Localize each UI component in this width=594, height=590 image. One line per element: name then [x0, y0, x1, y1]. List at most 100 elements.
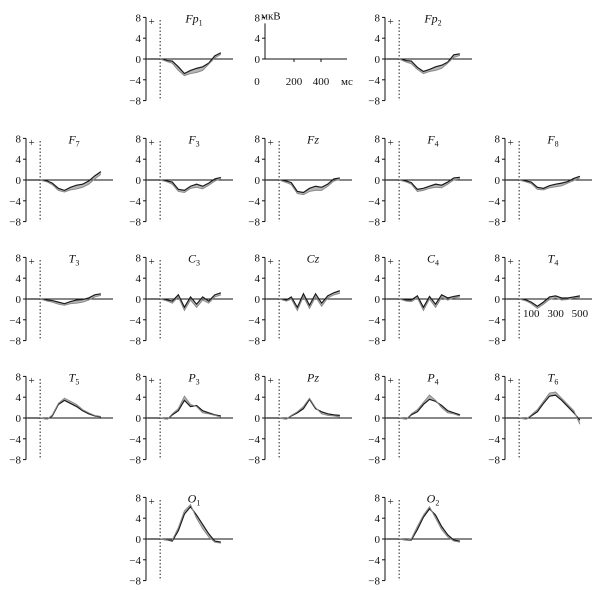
o1-title-subscript: 1	[196, 499, 200, 508]
o2-ytick-label: 4	[375, 513, 381, 525]
p4-ytick-label: −8	[368, 455, 380, 467]
p3-difference-area	[160, 396, 221, 420]
p3-series-1-line	[160, 399, 221, 420]
t5-ytick-label: 8	[16, 371, 22, 383]
f3-ytick-label: 4	[136, 154, 142, 166]
t3-difference-area	[40, 293, 101, 306]
fz-ytick-label: 0	[255, 175, 261, 187]
t5-title: T5	[69, 371, 80, 387]
t4-ytick-label: −8	[488, 336, 500, 348]
fp1-stimulus-marker: +	[149, 16, 155, 28]
cz-stimulus-marker: +	[268, 256, 274, 268]
fp1-ytick-label: −8	[129, 96, 141, 108]
f4-ytick-label: 4	[375, 154, 381, 166]
t5-stimulus-marker: +	[29, 375, 35, 387]
o1-title: O1	[188, 492, 201, 508]
fz-ytick-label: −4	[248, 196, 260, 208]
t6-stimulus-marker: +	[508, 375, 514, 387]
c4-ytick-label: 4	[375, 273, 381, 285]
c3-ytick-label: −8	[129, 336, 141, 348]
o1-series-1-line	[160, 505, 221, 543]
scale-y-unit: мкВ	[261, 10, 281, 22]
pz-series-2-line	[279, 397, 340, 420]
p3-ytick-label: 4	[136, 392, 142, 404]
t3-series-2-line	[40, 294, 101, 306]
f8-title-subscript: 8	[555, 140, 559, 149]
c3-title-subscript: 3	[196, 259, 200, 268]
cz-ytick-label: 0	[255, 294, 261, 306]
f8-ytick-label: 4	[495, 154, 501, 166]
c3-title: C3	[188, 252, 200, 268]
t4-time-tick-label: 300	[547, 308, 564, 320]
panel-fp2: −8 −4 0 4 8 + Fp2	[368, 12, 472, 108]
f8-ytick-label: −4	[488, 196, 500, 208]
t6-title: T6	[548, 371, 559, 387]
scale-x-unit: мс	[341, 76, 353, 88]
pz-ytick-label: 8	[255, 371, 261, 383]
panel-pz: −8 −4 0 4 8 + Pz	[248, 371, 352, 467]
c3-ytick-label: 4	[136, 273, 142, 285]
panel-o1: −8 −4 0 4 8 + O1	[129, 492, 233, 588]
f3-series-2-line	[160, 178, 222, 194]
f4-stimulus-marker: +	[388, 137, 394, 149]
c3-ytick-label: 8	[136, 252, 142, 264]
t3-ytick-label: −8	[9, 336, 21, 348]
fp2-ytick-label: −8	[368, 96, 380, 108]
f4-difference-area	[399, 177, 460, 192]
t4-ytick-label: −4	[488, 315, 500, 327]
c3-series-1-line	[160, 292, 222, 309]
p3-stimulus-marker: +	[149, 375, 155, 387]
c4-series-2-line	[399, 296, 460, 312]
scale-ytick-label: 8	[255, 12, 261, 24]
f7-ytick-label: −8	[9, 217, 21, 229]
panel-cz: −8 −4 0 4 8 + Cz	[248, 252, 352, 348]
pz-ytick-label: 0	[255, 413, 261, 425]
fz-ytick-label: −8	[248, 217, 260, 229]
p3-ytick-label: −4	[129, 434, 141, 446]
t3-ytick-label: 0	[16, 294, 22, 306]
p3-title-subscript: 3	[196, 378, 200, 387]
scale-ytick-label: 4	[255, 33, 261, 45]
t3-stimulus-marker: +	[29, 256, 35, 268]
scale-xtick-label: 200	[286, 76, 303, 88]
fp2-ytick-label: 8	[375, 12, 381, 24]
c4-series-1-line	[399, 294, 460, 309]
t5-series-1-line	[40, 399, 101, 420]
t5-ytick-label: −4	[9, 434, 21, 446]
fz-ytick-label: 4	[255, 154, 261, 166]
f3-ytick-label: −8	[129, 217, 141, 229]
fp2-difference-area	[399, 53, 460, 74]
panel-t6: −8 −4 0 4 8 + T6	[488, 371, 592, 467]
t5-ytick-label: 0	[16, 413, 22, 425]
f3-ytick-label: −4	[129, 196, 141, 208]
t6-ytick-label: 4	[495, 392, 501, 404]
f4-series-2-line	[399, 178, 460, 192]
t3-ytick-label: 8	[16, 252, 22, 264]
t4-title: T4	[548, 252, 559, 268]
c3-series-2-line	[160, 294, 222, 312]
cz-ytick-label: −8	[248, 336, 260, 348]
f8-series-1-line	[519, 175, 581, 189]
o2-ytick-label: 0	[375, 534, 381, 546]
t5-title-subscript: 5	[75, 378, 79, 387]
panel-f7: −8 −4 0 4 8 + F7	[9, 133, 113, 229]
o1-ytick-label: −4	[129, 555, 141, 567]
p3-ytick-label: −8	[129, 455, 141, 467]
fp1-difference-area	[160, 52, 221, 76]
fp1-ytick-label: −4	[129, 75, 141, 87]
panel-p3: −8 −4 0 4 8 + P3	[129, 371, 233, 467]
panel-p4: −8 −4 0 4 8 + P4	[368, 371, 472, 467]
f8-ytick-label: 8	[495, 133, 501, 145]
t5-series-2-line	[40, 397, 101, 420]
fz-ytick-label: 8	[255, 133, 261, 145]
c4-title-subscript: 4	[435, 259, 439, 268]
f4-title-subscript: 4	[435, 140, 439, 149]
p4-stimulus-marker: +	[388, 375, 394, 387]
o1-ytick-label: 8	[136, 492, 142, 504]
panel-t5: −8 −4 0 4 8 + T5	[9, 371, 113, 467]
f8-stimulus-marker: +	[508, 137, 514, 149]
fp2-title-subscript: 2	[438, 19, 442, 28]
p3-ytick-label: 8	[136, 371, 142, 383]
c4-title: C4	[427, 252, 439, 268]
